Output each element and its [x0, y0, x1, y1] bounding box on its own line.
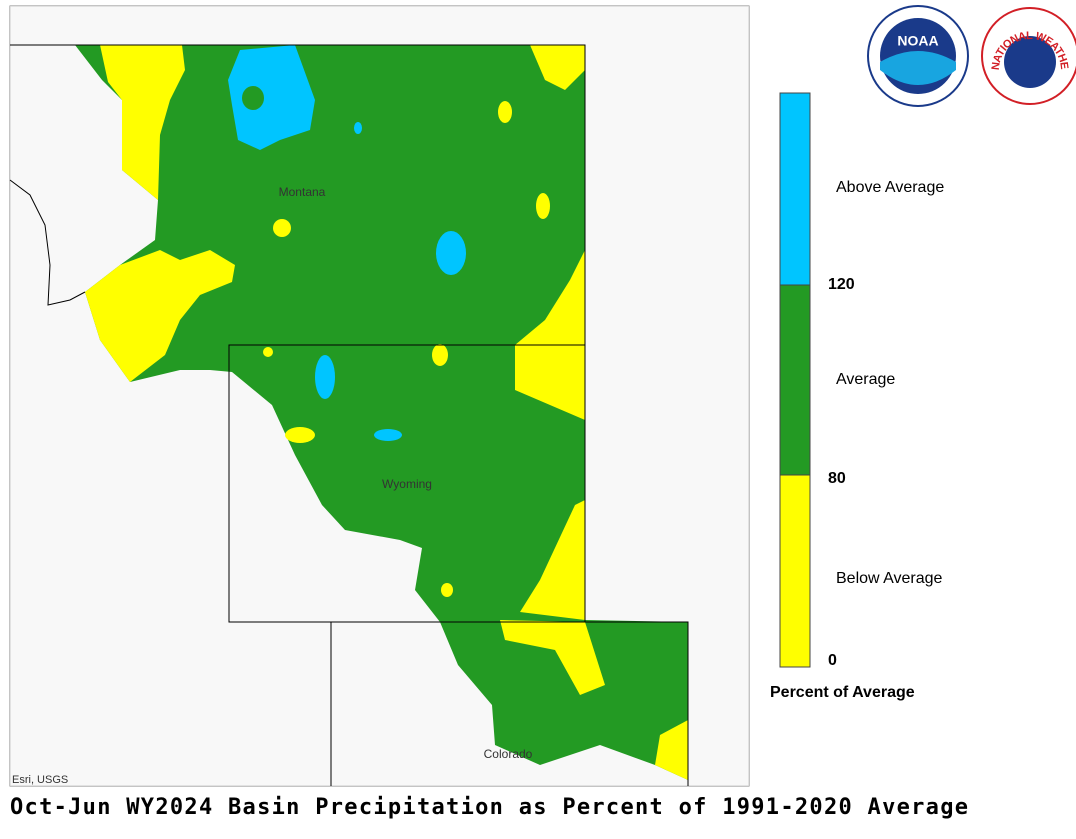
legend-break: 0 [828, 652, 837, 669]
title: Oct-Jun WY2024 Basin Precipitation as Pe… [10, 795, 968, 820]
legend-title: Percent of Average [770, 684, 915, 701]
legend: Above Average Average Below Average 120 … [770, 92, 944, 701]
state-boundaries [9, 44, 689, 786]
state-label: Montana [279, 185, 326, 199]
nws-logo-inner [1004, 36, 1056, 88]
legend-break: 120 [828, 276, 855, 293]
state-label: Colorado [484, 747, 533, 761]
noaa-text: NOAA [897, 33, 938, 49]
legend-swatch [779, 92, 811, 286]
legend-class: Below Average [836, 570, 943, 587]
legend-class: Average [836, 371, 895, 388]
above-average-areas [228, 45, 466, 441]
average-area [242, 86, 264, 110]
legend-break: 80 [828, 470, 846, 487]
attribution: Esri, USGS [12, 774, 68, 786]
noaa-wave [880, 51, 956, 85]
map: Montana Wyoming Colorado Esri, USGS [9, 5, 750, 787]
legend-swatch [779, 284, 811, 476]
state-label: Wyoming [382, 477, 432, 491]
below-average-areas [85, 45, 688, 780]
legend-swatch [779, 474, 811, 668]
legend-class: Above Average [836, 179, 944, 196]
